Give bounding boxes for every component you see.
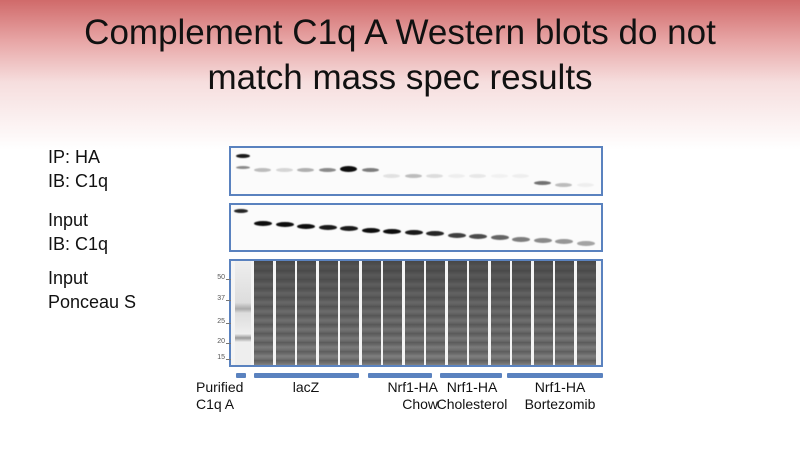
mw-tick-50 [226,279,231,280]
group-bar-purified [236,373,246,378]
ponceau-lane [555,261,574,365]
group-bar-lacz [254,373,359,378]
input-lane-band [555,239,573,245]
input-lane-band [254,221,272,226]
ip-blot-image [229,146,603,196]
group-label-cholesterol-line1: Nrf1-HA [446,379,498,395]
input-lane-band [469,234,487,239]
ip-lane-band [361,168,379,172]
input-lane-band [383,228,401,234]
ponceau-lane [447,261,467,365]
group-bar-chow [368,373,432,378]
input-lane-band [447,232,466,238]
row-label-input: Input IB: C1q [48,208,108,256]
input-blot-image [229,203,603,252]
mw-marker-20: 20 [217,338,225,345]
ip-lane-band [426,174,443,178]
ponceau-lane [361,261,381,365]
ip-lane-band [533,181,551,185]
group-label-cholesterol-line2: Cholesterol [436,396,508,412]
input-lane-band [426,231,444,237]
row-label-ip-line1: IP: HA [48,147,101,167]
marker-band [234,209,248,213]
row-label-input-line2: IB: C1q [48,234,109,254]
input-lane-band [404,230,423,236]
ip-lane-band [447,174,465,178]
ponceau-lane [512,261,531,365]
slide-title: Complement C1q A Western blots do not ma… [0,10,800,100]
ip-lane-band [318,168,336,172]
ip-lane-band [576,183,594,187]
input-lane-band [340,226,358,232]
ponceau-lane [297,261,316,365]
ponceau-stain-image [229,259,603,367]
ip-lane-band [340,166,357,172]
group-label-purified-line2: C1q A [196,396,235,412]
input-lane-band [275,222,294,228]
marker-band [236,154,250,158]
mw-marker-50: 50 [217,274,225,281]
group-label-purified: Purified C1q A [196,379,266,413]
mw-tick-25 [226,323,231,324]
input-lane-band [297,223,315,229]
row-label-ponceau-line1: Input [48,268,89,288]
group-label-cholesterol: Nrf1-HA Cholesterol [428,379,516,413]
ponceau-lane [404,261,424,365]
mw-tick-15 [226,359,231,360]
input-lane-band [512,236,530,242]
slide-title-line-2: match mass spec results [207,58,593,97]
ponceau-lane [318,261,338,365]
input-lane-band [318,224,337,230]
ponceau-lane [469,261,488,365]
group-label-chow: Nrf1-HA Chow [362,379,438,413]
ip-lane-band [512,174,529,178]
slide-title-line-1: Complement C1q A Western blots do not [84,13,716,52]
ponceau-lane [576,261,596,365]
row-label-ip: IP: HA IB: C1q [48,145,108,193]
group-bar-cholesterol [440,373,502,378]
ip-lane-band [555,183,572,187]
row-label-ip-line2: IB: C1q [48,171,109,191]
group-label-lacz: lacZ [276,379,336,396]
mw-marker-37: 37 [217,295,225,302]
ponceau-lane [490,261,510,365]
ponceau-lane [254,261,273,365]
ponceau-lane [533,261,553,365]
ip-lane-band [383,174,400,178]
group-label-purified-line1: Purified [196,379,244,395]
ip-lane-band [490,174,508,178]
ip-lane-band [469,174,486,178]
ip-lane-band [275,168,293,172]
group-label-chow-line1: Nrf1-HA [387,379,438,395]
group-label-bortezomib-line2: Bortezomib [524,396,596,412]
ip-lane-band [297,168,314,172]
ponceau-lane [426,261,445,365]
ponceau-lane [340,261,359,365]
title-background [0,0,800,150]
row-label-input-line1: Input [48,210,89,230]
ponceau-lane [275,261,295,365]
mw-tick-20 [226,343,231,344]
input-lane-band [361,227,380,233]
mw-marker-15: 15 [217,354,225,361]
group-label-bortezomib: Nrf1-HA Bortezomib [515,379,605,413]
input-lane-band [490,235,509,241]
group-bar-bortezomib [507,373,603,378]
input-lane-band [533,237,552,243]
ponceau-lane [383,261,402,365]
mw-tick-37 [226,300,231,301]
group-label-chow-line2: Chow [402,396,438,412]
row-label-ponceau-line2: Ponceau S [48,292,137,312]
ip-lane-band [404,174,422,178]
marker-band [236,166,250,169]
mw-marker-25: 25 [217,318,225,325]
ip-lane-band [254,168,271,172]
row-label-ponceau: Input Ponceau S [48,266,136,314]
group-label-bortezomib-line1: Nrf1-HA [534,379,586,395]
ponceau-marker-lane [235,261,251,365]
input-lane-band [576,240,595,246]
group-label-lacz-line1: lacZ [292,379,320,395]
